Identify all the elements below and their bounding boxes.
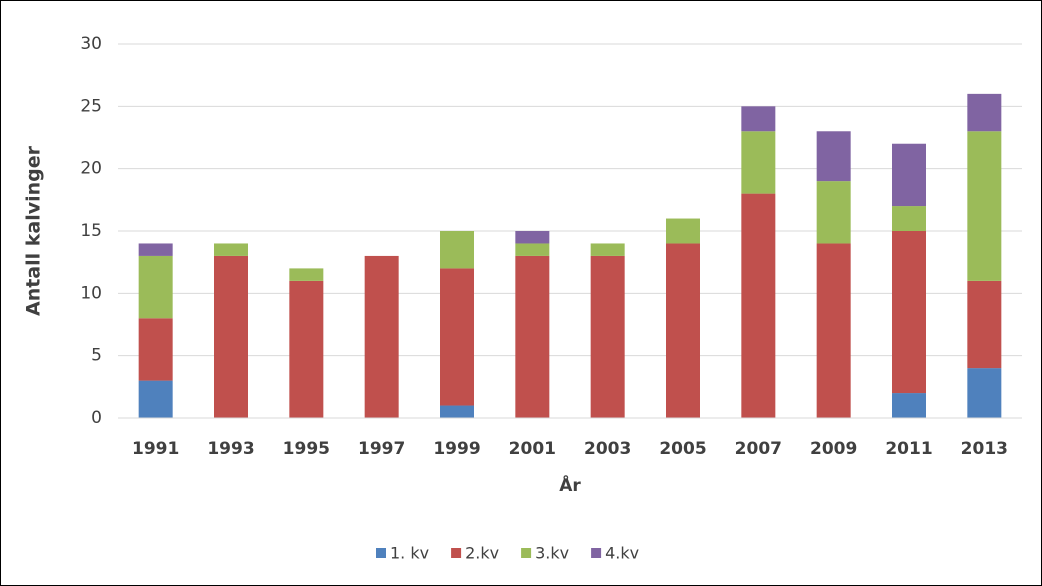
bar-segment: [741, 131, 776, 194]
y-tick-label: 0: [91, 408, 102, 428]
bar-segment: [590, 255, 625, 418]
legend-label: 1. kv: [390, 544, 429, 563]
bar-segment: [440, 231, 474, 269]
x-tick-label: 2013: [961, 439, 1008, 459]
x-tick-label: 2005: [659, 439, 706, 459]
bar-segment: [364, 255, 399, 418]
bar-segment: [666, 218, 700, 244]
legend-swatch: [451, 548, 462, 558]
bar-segment: [741, 106, 776, 132]
x-tick-label: 2011: [885, 439, 932, 459]
x-tick-label: 1999: [433, 439, 480, 459]
bar-segment: [741, 193, 776, 418]
bar-segment: [816, 181, 851, 244]
bar-segment: [214, 255, 248, 418]
x-tick-label: 1997: [358, 439, 405, 459]
bar-segment: [289, 268, 324, 281]
bar-segment: [590, 243, 625, 256]
y-tick-label: 20: [80, 159, 102, 179]
bar-segment: [138, 243, 173, 256]
bar-segment: [289, 280, 324, 418]
bar-segment: [214, 243, 248, 256]
y-tick-label: 10: [80, 283, 102, 303]
x-tick-label: 2003: [584, 439, 631, 459]
x-tick-label: 2009: [810, 439, 857, 459]
legend-label: 4.kv: [605, 544, 639, 563]
bar-segment: [892, 143, 926, 207]
legend-swatch: [591, 548, 602, 558]
legend-label: 3.kv: [535, 544, 569, 563]
x-tick-label: 1993: [207, 439, 254, 459]
legend-swatch: [376, 548, 386, 558]
bar-segment: [816, 131, 851, 182]
bar-segment: [892, 206, 926, 231]
x-axis-label: År: [559, 473, 581, 496]
y-tick-label: 5: [91, 346, 102, 366]
bar-segment: [515, 255, 550, 418]
bar-segment: [440, 405, 474, 418]
bar-segment: [138, 255, 173, 319]
y-axis-label: Antall kalvinger: [23, 145, 45, 316]
bar-segment: [967, 280, 1002, 369]
bar-segment: [892, 231, 926, 394]
bar-segment: [515, 243, 550, 256]
legend-swatch: [521, 548, 532, 558]
x-tick-label: 1991: [132, 439, 179, 459]
bar-segment: [138, 318, 173, 381]
bar-segment: [967, 93, 1002, 132]
y-tick-label: 15: [80, 221, 102, 241]
x-tick-label: 1995: [283, 439, 330, 459]
y-tick-label: 25: [80, 96, 102, 116]
y-tick-label: 30: [80, 34, 102, 54]
bar-segment: [816, 243, 851, 418]
bar-segment: [138, 380, 173, 418]
bar-segment: [967, 368, 1002, 418]
legend-label: 2.kv: [465, 544, 499, 563]
x-tick-label: 2001: [509, 439, 556, 459]
bar-segment: [666, 243, 700, 418]
bar-segment: [892, 393, 926, 418]
bar-segment: [515, 231, 550, 244]
bar-segment: [440, 268, 474, 406]
bar-segment: [967, 131, 1002, 281]
x-tick-label: 2007: [735, 439, 782, 459]
